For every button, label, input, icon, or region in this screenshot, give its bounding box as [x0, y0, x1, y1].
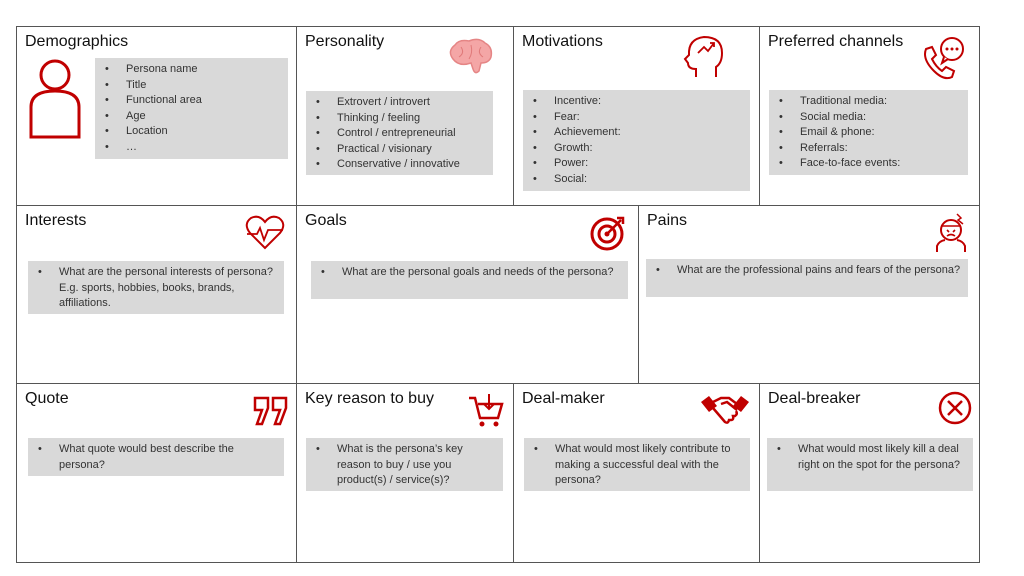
quote-icon [253, 396, 288, 426]
cell-goals: Goals What are the personal goals and ne… [296, 205, 639, 384]
list-item: What would most likely contribute to mak… [530, 442, 744, 489]
dealbreaker-box: What would most likely kill a deal right… [767, 438, 973, 491]
cell-key-reason: Key reason to buy What is the persona’s … [296, 383, 514, 563]
list-item: Social media: [775, 110, 962, 126]
list-item: Incentive: [529, 94, 744, 110]
handshake-icon [701, 396, 749, 424]
cell-title: Goals [305, 212, 347, 229]
list-item: What would most likely kill a deal right… [773, 442, 967, 473]
head-growth-icon [683, 35, 724, 77]
cell-title: Demographics [25, 33, 129, 50]
list-item: Title [101, 78, 282, 94]
cell-title: Motivations [522, 33, 603, 50]
channels-box: Traditional media: Social media: Email &… [769, 90, 968, 175]
cell-title: Quote [25, 390, 69, 407]
phone-chat-icon [924, 37, 964, 80]
list-item: Extrovert / introvert [312, 95, 487, 111]
close-circle-icon [938, 391, 972, 425]
list-item: Location [101, 124, 282, 140]
cell-deal-breaker: Deal-breaker What would most likely kill… [759, 383, 980, 563]
quote-box: What quote would best describe the perso… [28, 438, 284, 476]
list-item: Practical / visionary [312, 142, 487, 158]
person-icon [29, 59, 81, 139]
list-item: Achievement: [529, 125, 744, 141]
dealmaker-box: What would most likely contribute to mak… [524, 438, 750, 491]
personality-box: Extrovert / introvert Thinking / feeling… [306, 91, 493, 175]
reason-box: What is the persona’s key reason to buy … [306, 438, 503, 491]
list-item: What are the personal interests of perso… [34, 265, 278, 312]
cell-deal-maker: Deal-maker What would most likely contri… [513, 383, 760, 563]
list-item: Functional area [101, 93, 282, 109]
interests-box: What are the personal interests of perso… [28, 261, 284, 314]
list-item: Growth: [529, 141, 744, 157]
cell-title: Interests [25, 212, 87, 229]
cell-title: Key reason to buy [305, 390, 434, 407]
cell-pains: Pains What are the professional pains an… [638, 205, 980, 384]
list-item: What quote would best describe the perso… [34, 442, 278, 473]
list-item: Conservative / innovative [312, 157, 487, 173]
list-item: Social: [529, 172, 744, 188]
cell-title: Deal-breaker [768, 390, 861, 407]
list-item: What is the persona’s key reason to buy … [312, 442, 497, 489]
target-icon [590, 216, 625, 251]
list-item: Power: [529, 156, 744, 172]
list-item: Thinking / feeling [312, 111, 487, 127]
motivations-box: Incentive: Fear: Achievement: Growth: Po… [523, 90, 750, 191]
list-item: … [101, 140, 282, 156]
goals-box: What are the personal goals and needs of… [311, 261, 628, 299]
list-item: What are the professional pains and fear… [652, 263, 962, 279]
cell-title: Deal-maker [522, 390, 605, 407]
heartbeat-icon [245, 215, 285, 250]
cell-title: Pains [647, 212, 688, 229]
stressed-person-icon [936, 213, 966, 252]
cell-demographics: Demographics Persona name Title Function… [16, 26, 297, 206]
demographics-box: Persona name Title Functional area Age L… [95, 58, 288, 159]
pains-box: What are the professional pains and fear… [646, 259, 968, 297]
cart-icon [469, 394, 504, 427]
list-item: Control / entrepreneurial [312, 126, 487, 142]
list-item: Email & phone: [775, 125, 962, 141]
brain-icon [449, 38, 493, 74]
cell-title: Personality [305, 33, 385, 50]
cell-quote: Quote What quote would best describe the… [16, 383, 297, 563]
list-item: What are the personal goals and needs of… [317, 265, 622, 281]
list-item: Referrals: [775, 141, 962, 157]
list-item: Face-to-face events: [775, 156, 962, 172]
list-item: Traditional media: [775, 94, 962, 110]
cell-preferred-channels: Preferred channels Traditional media: So… [759, 26, 980, 206]
cell-personality: Personality Extrovert / introvert Thinki… [296, 26, 514, 206]
list-item: Age [101, 109, 282, 125]
cell-motivations: Motivations Incentive: Fear: Achievement… [513, 26, 760, 206]
list-item: Fear: [529, 110, 744, 126]
cell-interests: Interests What are the personal interest… [16, 205, 297, 384]
cell-title: Preferred channels [768, 33, 904, 50]
list-item: Persona name [101, 62, 282, 78]
